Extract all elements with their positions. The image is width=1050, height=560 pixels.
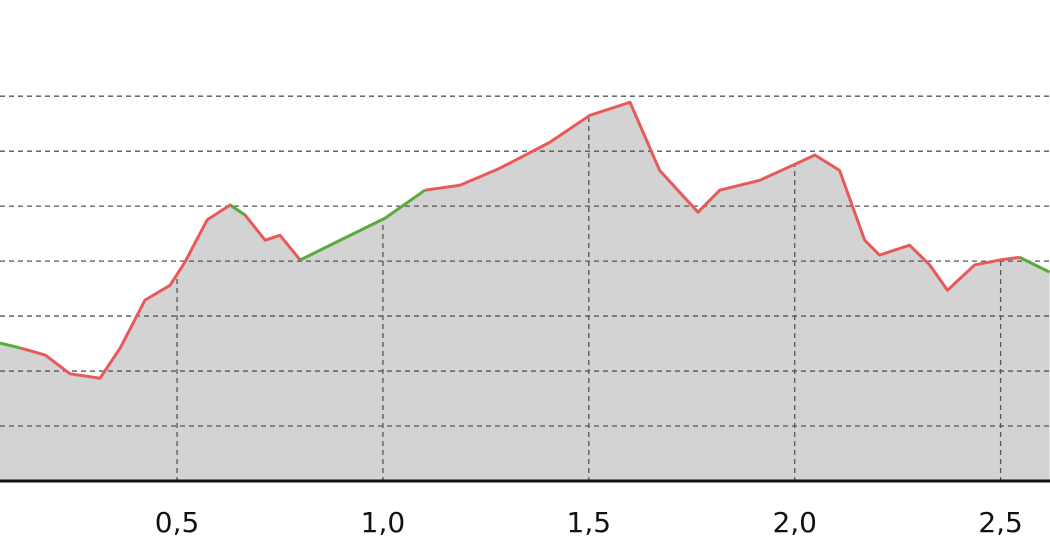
x-tick-label: 1,0 <box>361 506 406 539</box>
profile-line <box>0 188 1050 350</box>
x-tick-label: 2,5 <box>978 506 1023 539</box>
x-tick-label: 0,5 <box>155 506 200 539</box>
area-fill <box>0 102 1050 481</box>
x-tick-label: 2,0 <box>772 506 817 539</box>
profile-line <box>19 100 1020 380</box>
x-tick-label: 1,5 <box>567 506 612 539</box>
